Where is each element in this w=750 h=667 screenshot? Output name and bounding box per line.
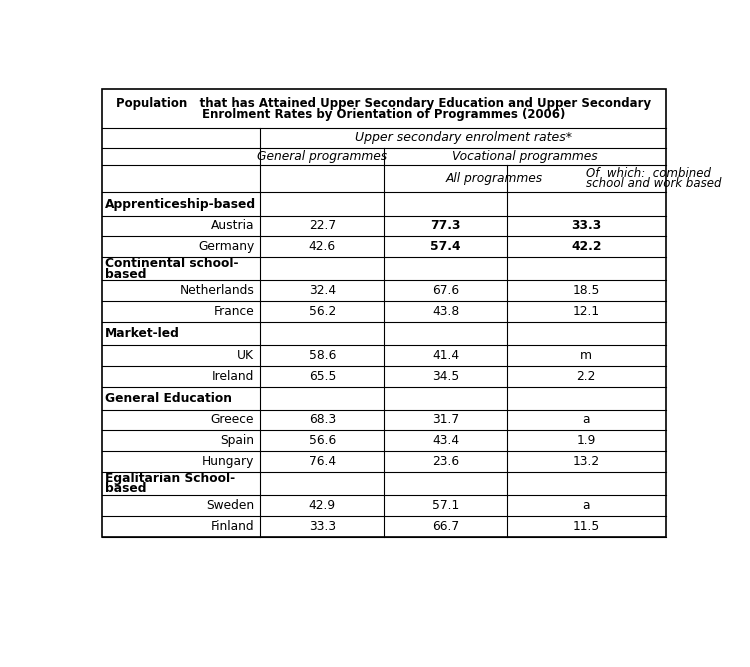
Text: Egalitarian School-: Egalitarian School- <box>105 472 236 485</box>
Text: 41.4: 41.4 <box>432 349 459 362</box>
Text: based: based <box>105 267 147 281</box>
Bar <box>101 89 666 537</box>
Text: 56.6: 56.6 <box>309 434 336 448</box>
Text: 13.2: 13.2 <box>573 455 600 468</box>
Text: 42.6: 42.6 <box>309 240 336 253</box>
Text: Spain: Spain <box>220 434 254 448</box>
Text: 58.6: 58.6 <box>309 349 336 362</box>
Text: 42.2: 42.2 <box>571 240 602 253</box>
Text: Vocational programmes: Vocational programmes <box>452 150 598 163</box>
Text: 34.5: 34.5 <box>432 370 459 383</box>
Text: 67.6: 67.6 <box>432 284 459 297</box>
Text: 77.3: 77.3 <box>430 219 460 233</box>
Text: 31.7: 31.7 <box>432 414 459 426</box>
Text: 43.4: 43.4 <box>432 434 459 448</box>
Text: 43.8: 43.8 <box>432 305 459 318</box>
Text: school and work based: school and work based <box>586 177 722 191</box>
Text: Population   that has Attained Upper Secondary Education and Upper Secondary: Population that has Attained Upper Secon… <box>116 97 651 109</box>
Text: 57.4: 57.4 <box>430 240 460 253</box>
Text: General programmes: General programmes <box>257 150 388 163</box>
Text: General Education: General Education <box>105 392 232 405</box>
Text: 32.4: 32.4 <box>309 284 336 297</box>
Text: Greece: Greece <box>211 414 254 426</box>
Text: m: m <box>580 349 592 362</box>
Text: 2.2: 2.2 <box>577 370 596 383</box>
Text: based: based <box>105 482 147 496</box>
Text: Market-led: Market-led <box>105 327 180 340</box>
Text: Germany: Germany <box>198 240 254 253</box>
Text: 57.1: 57.1 <box>432 499 459 512</box>
Text: Ireland: Ireland <box>211 370 254 383</box>
Text: All programmes: All programmes <box>446 172 543 185</box>
Text: Austria: Austria <box>211 219 254 233</box>
Text: Enrolment Rates by Orientation of Programmes (2006): Enrolment Rates by Orientation of Progra… <box>202 108 566 121</box>
Text: 65.5: 65.5 <box>309 370 336 383</box>
Text: 68.3: 68.3 <box>309 414 336 426</box>
Text: 18.5: 18.5 <box>572 284 600 297</box>
Text: 66.7: 66.7 <box>432 520 459 533</box>
Text: 33.3: 33.3 <box>572 219 602 233</box>
Text: 76.4: 76.4 <box>309 455 336 468</box>
Text: Continental school-: Continental school- <box>105 257 238 269</box>
Text: UK: UK <box>237 349 254 362</box>
Text: Of  which:  combined: Of which: combined <box>586 167 711 181</box>
Text: 22.7: 22.7 <box>309 219 336 233</box>
Text: Hungary: Hungary <box>202 455 254 468</box>
Text: 23.6: 23.6 <box>432 455 459 468</box>
Text: a: a <box>583 499 590 512</box>
Text: 33.3: 33.3 <box>309 520 336 533</box>
Text: Finland: Finland <box>211 520 254 533</box>
Text: Apprenticeship-based: Apprenticeship-based <box>105 197 256 211</box>
Text: Sweden: Sweden <box>206 499 254 512</box>
Text: France: France <box>214 305 254 318</box>
Text: Upper secondary enrolment rates*: Upper secondary enrolment rates* <box>355 131 572 144</box>
Text: 42.9: 42.9 <box>309 499 336 512</box>
Text: Netherlands: Netherlands <box>179 284 254 297</box>
Text: 11.5: 11.5 <box>573 520 600 533</box>
Text: 1.9: 1.9 <box>577 434 596 448</box>
Text: a: a <box>583 414 590 426</box>
Text: 12.1: 12.1 <box>573 305 600 318</box>
Text: 56.2: 56.2 <box>309 305 336 318</box>
